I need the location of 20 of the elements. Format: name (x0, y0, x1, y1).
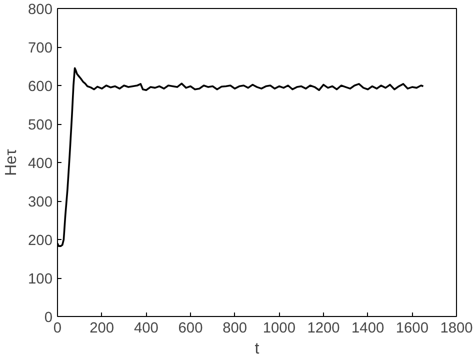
y-tick-label: 0 (44, 310, 53, 326)
y-tick-label: 200 (28, 233, 53, 249)
x-tick-label: 1800 (440, 320, 473, 336)
y-tick-label: 800 (28, 2, 53, 18)
y-tick-label: 100 (28, 272, 53, 288)
x-tick-label: 200 (90, 320, 114, 336)
x-tick-label: 400 (134, 320, 158, 336)
x-tick-label: 1600 (396, 320, 428, 336)
x-tick-label: 1000 (262, 320, 296, 336)
x-tick-label: 1400 (352, 320, 384, 336)
x-tick-label: 1200 (307, 320, 340, 336)
y-tick-label: 600 (28, 79, 53, 95)
y-tick-label: 400 (28, 156, 53, 172)
x-axis-title: t (254, 340, 260, 358)
x-tick-label: 600 (178, 320, 203, 336)
y-axis-title: Heτ (3, 148, 20, 176)
y-tick-label: 300 (28, 194, 53, 210)
x-tick-label: 800 (222, 320, 248, 336)
y-tick-label: 700 (28, 40, 53, 56)
y-tick-label: 500 (28, 118, 53, 134)
